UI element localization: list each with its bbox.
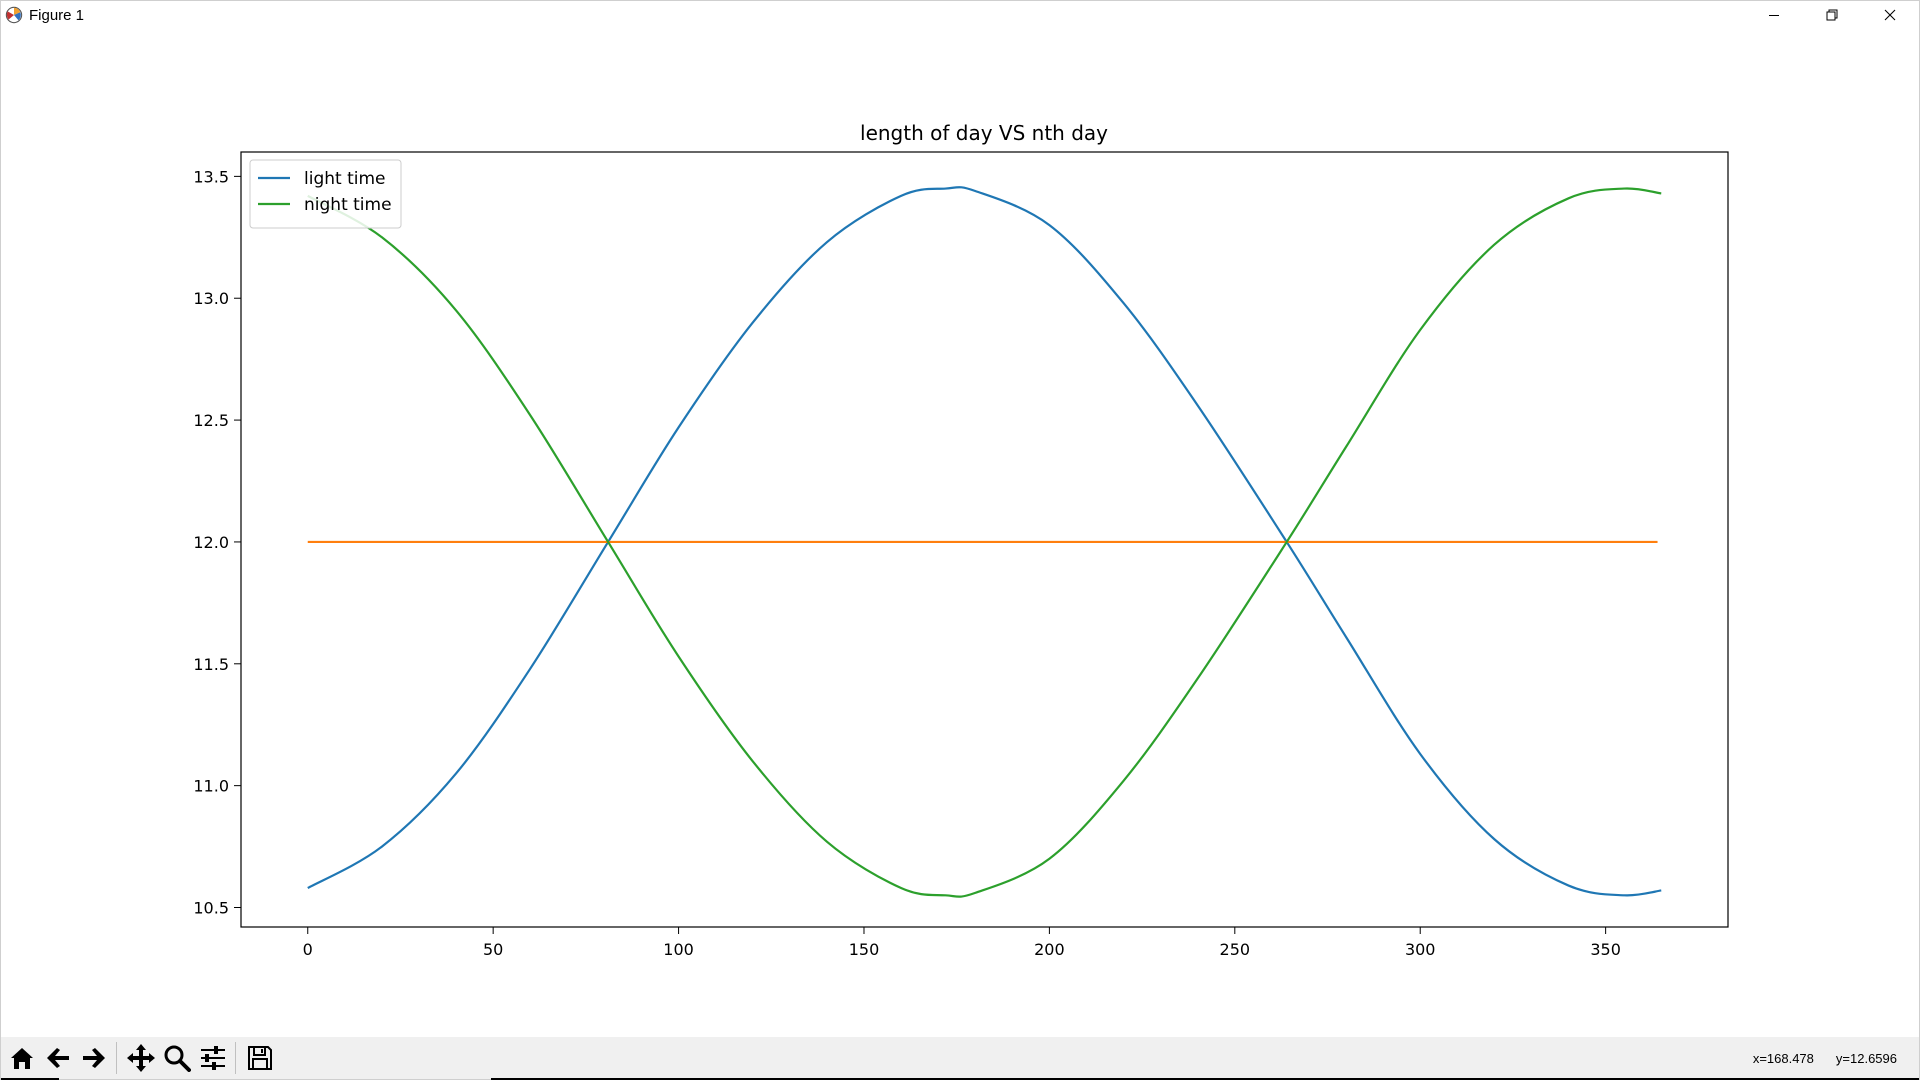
- forward-arrow-icon: [83, 1048, 105, 1068]
- save-icon: [248, 1046, 272, 1070]
- y-tick-label: 13.5: [193, 167, 229, 186]
- y-tick-label: 12.0: [193, 533, 229, 552]
- toolbar-separator: [116, 1042, 117, 1074]
- x-tick-label: 300: [1405, 940, 1436, 959]
- zoom-icon: [164, 1045, 191, 1072]
- window-bottom-edge-left: [1, 1078, 59, 1080]
- x-tick-label: 50: [483, 940, 503, 959]
- x-tick-label: 150: [849, 940, 880, 959]
- x-tick-label: 0: [303, 940, 313, 959]
- matplotlib-icon: [5, 6, 23, 24]
- zoom-button[interactable]: [160, 1040, 194, 1076]
- legend-label-night-time: night time: [304, 195, 392, 215]
- y-tick-label: 13.0: [193, 289, 229, 308]
- y-tick-label: 11.0: [193, 777, 229, 796]
- window-bottom-edge: [491, 1078, 1919, 1080]
- home-icon: [11, 1048, 33, 1069]
- pan-icon: [127, 1044, 155, 1072]
- series-layer: [307, 186, 1662, 898]
- forward-button[interactable]: [77, 1040, 111, 1076]
- minimize-button[interactable]: [1745, 1, 1803, 29]
- home-button[interactable]: [5, 1040, 39, 1076]
- x-tick-label: 250: [1220, 940, 1251, 959]
- title-bar: Figure 1: [1, 1, 1919, 29]
- restore-button[interactable]: [1803, 1, 1861, 29]
- navigation-toolbar: x=168.478 y=12.6596: [1, 1037, 1919, 1079]
- y-readout: y=12.6596: [1835, 1050, 1897, 1066]
- close-icon: [1884, 9, 1896, 21]
- y-tick-label: 10.5: [193, 899, 229, 918]
- series-line-night-time: [307, 187, 1662, 898]
- configure-subplots-button[interactable]: [196, 1040, 230, 1076]
- legend-label-light-time: light time: [304, 169, 386, 189]
- close-button[interactable]: [1861, 1, 1919, 29]
- pan-button[interactable]: [124, 1040, 158, 1076]
- back-arrow-icon: [47, 1048, 69, 1068]
- y-tick-label: 11.5: [193, 655, 229, 674]
- subplots-config-icon: [201, 1046, 225, 1070]
- x-tick-label: 200: [1034, 940, 1065, 959]
- x-axis: 0 50 100 150 200 250 300 350: [303, 927, 1621, 959]
- axes-frame: [240, 151, 1729, 928]
- y-axis: 10.5 11.0 11.5 12.0 12.5 13.0 13.5: [193, 167, 241, 918]
- cursor-readout: x=168.478 y=12.6596: [1731, 1037, 1897, 1079]
- window-title: Figure 1: [29, 6, 85, 24]
- series-line-light-time: [307, 186, 1662, 897]
- y-tick-label: 12.5: [193, 411, 229, 430]
- save-button[interactable]: [243, 1040, 277, 1076]
- window-controls: [1745, 1, 1919, 29]
- restore-icon: [1826, 9, 1838, 21]
- legend: light time night time: [249, 159, 402, 229]
- toolbar-separator: [235, 1042, 236, 1074]
- x-tick-label: 350: [1590, 940, 1621, 959]
- plot-canvas[interactable]: length of day VS nth day 0 50 100 150 200 250…: [1, 29, 1919, 1037]
- line-chart: length of day VS nth day 0 50 100 150 200 250…: [193, 121, 1729, 959]
- chart-title: length of day VS nth day: [860, 121, 1108, 145]
- x-tick-label: 100: [663, 940, 694, 959]
- back-button[interactable]: [41, 1040, 75, 1076]
- minimize-icon: [1769, 15, 1779, 16]
- x-readout: x=168.478: [1752, 1050, 1814, 1066]
